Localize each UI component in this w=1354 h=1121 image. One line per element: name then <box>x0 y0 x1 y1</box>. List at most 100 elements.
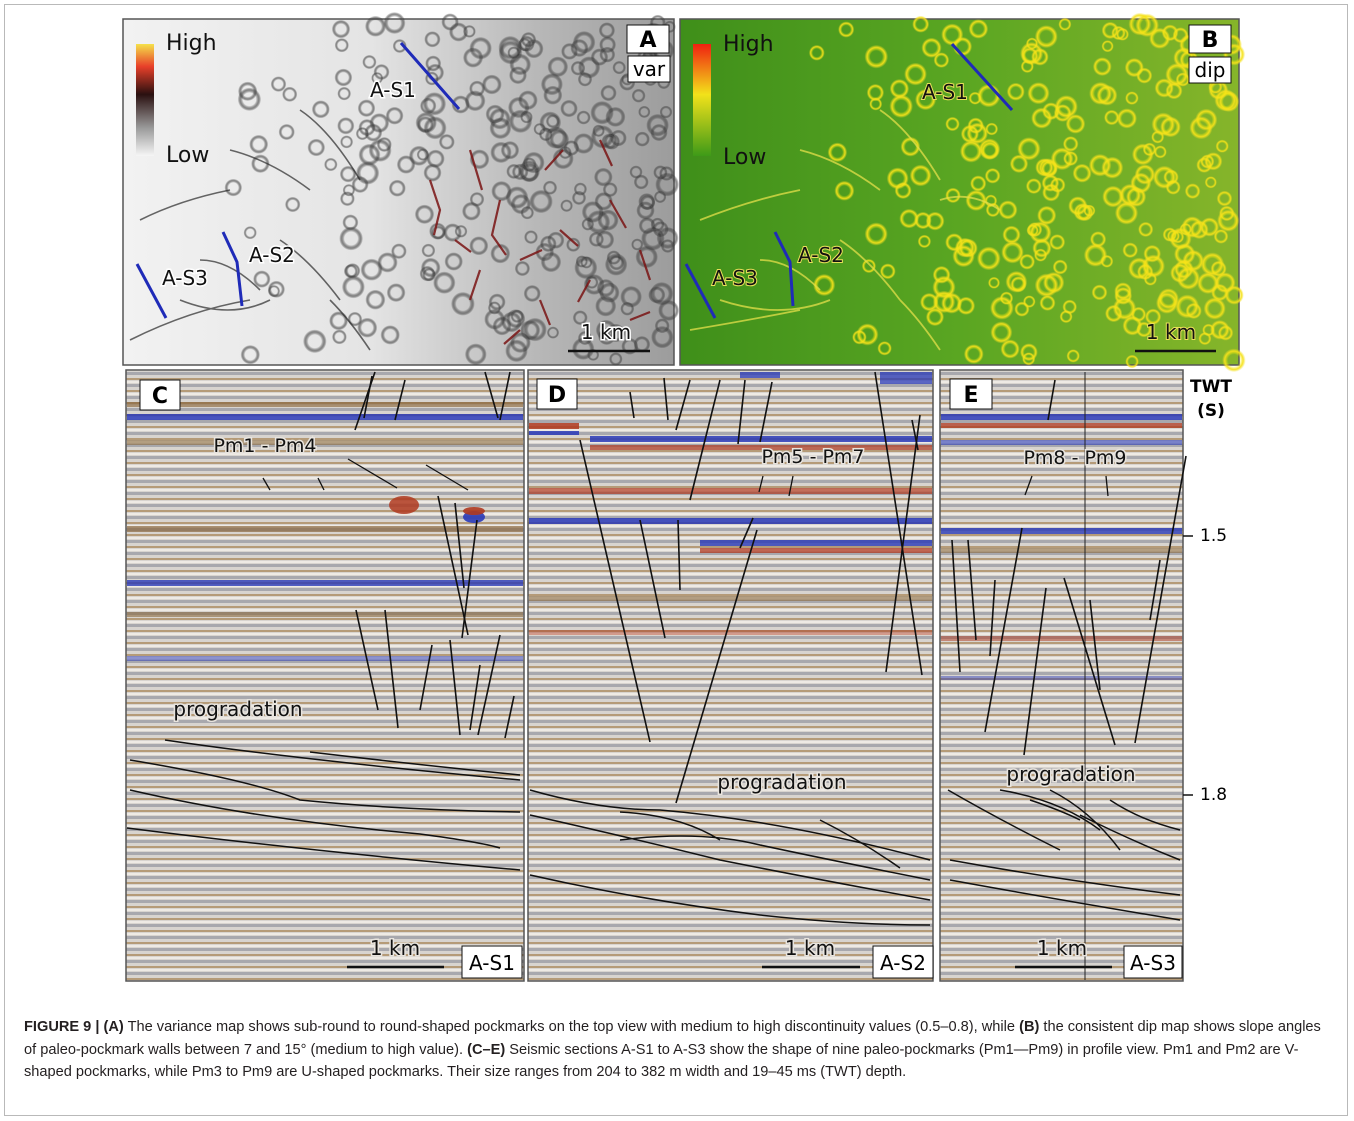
pockmark-ring <box>1065 114 1086 134</box>
panel-e-letter: E <box>963 383 978 408</box>
panel-d-faults <box>579 371 923 804</box>
pockmark-ring <box>481 74 502 95</box>
pockmark-ring <box>1174 259 1194 279</box>
caption-part: (C–E) <box>467 1041 506 1058</box>
pockmark-ring <box>414 204 435 224</box>
section-line-b-s3 <box>684 263 717 319</box>
pockmark-ring <box>535 242 554 262</box>
pockmark-ring <box>602 182 618 198</box>
pockmark-ring <box>889 79 910 99</box>
pockmark-ring <box>240 345 260 365</box>
pockmark-ring <box>540 73 563 96</box>
panel-c-pockmarks-label: Pm1 - Pm4 <box>213 435 316 457</box>
pockmark-ring <box>566 237 581 252</box>
section-line-b-s2 <box>773 231 795 307</box>
pockmark-ring <box>339 226 363 251</box>
pockmark-ring <box>925 211 945 231</box>
pockmark-ring <box>581 218 595 231</box>
pockmark-ring <box>1125 91 1139 105</box>
pockmark-ring <box>484 308 505 330</box>
section-line-a-s2 <box>221 231 244 307</box>
panel-e-scale-label: 1 km <box>1037 936 1087 960</box>
pockmark-ring <box>578 56 601 79</box>
panel-c-horizons <box>126 739 521 871</box>
pockmark-ring <box>1217 209 1240 232</box>
pockmark-ring <box>420 97 437 115</box>
pockmark-ring <box>655 172 680 197</box>
pockmark-ring <box>572 31 596 54</box>
pockmark-ring <box>420 257 441 278</box>
pockmark-ring <box>813 273 836 297</box>
panel-d-section-name: A-S2 <box>880 951 926 975</box>
pockmark-ring <box>572 310 588 326</box>
pockmark-ring <box>423 163 442 182</box>
pockmark-ring <box>1216 190 1233 207</box>
pockmark-ring <box>1049 234 1066 251</box>
pockmark-ring <box>282 86 298 102</box>
caption-part: Seismic sections A-S1 to A-S3 show the s… <box>24 1041 1299 1081</box>
pockmark-ring <box>970 175 987 192</box>
pockmark-ring <box>469 80 486 97</box>
panel-b-letter: B <box>1202 28 1219 53</box>
pockmark-ring <box>391 243 407 259</box>
pockmark-ring <box>917 234 932 249</box>
pockmark-ring <box>438 134 455 150</box>
pockmark-ring <box>1039 294 1056 311</box>
pockmark-ring <box>514 260 531 277</box>
panel-c-progradation-label: progradation <box>173 697 302 721</box>
pockmark-ring <box>576 110 591 125</box>
panel-a-letter: A <box>639 28 656 53</box>
pockmark-ring <box>421 243 436 258</box>
pockmark-ring <box>861 258 877 274</box>
pockmark-ring <box>1151 112 1176 137</box>
panel-e-reflectors <box>941 414 1182 680</box>
pockmark-ring <box>1224 285 1244 305</box>
pockmark-ring <box>629 165 643 179</box>
pockmark-ring <box>488 293 506 311</box>
pockmark-ring <box>1058 17 1072 31</box>
pockmark-ring <box>1105 304 1123 323</box>
panel-e-seismic-section: E Pm8 - Pm9 progradation 1 km A-S3 <box>939 369 1187 982</box>
pockmark-ring <box>385 106 404 125</box>
panel-c-letter: C <box>152 384 168 409</box>
pockmark-ring <box>365 15 386 37</box>
pockmark-ring <box>941 23 964 46</box>
panel-e-pockmarks-label: Pm8 - Pm9 <box>1023 447 1126 469</box>
pockmark-ring <box>1041 174 1060 192</box>
pockmark-ring <box>490 141 512 164</box>
panel-a-variance-map: High Low A var A-S1 A-S2 A-S3 1 km <box>122 12 680 366</box>
pockmark-ring <box>426 149 445 168</box>
pockmark-ring <box>904 62 927 86</box>
panel-c-section-name: A-S1 <box>469 951 515 975</box>
pockmark-ring <box>658 299 680 321</box>
pockmark-ring <box>968 91 982 105</box>
pockmark-ring <box>249 134 269 154</box>
pockmark-ring <box>1092 57 1112 76</box>
pockmark-ring <box>879 263 896 280</box>
panel-b-scale-label: 1 km <box>1146 320 1196 344</box>
pockmark-ring <box>1200 252 1225 276</box>
section-line-a-s1 <box>399 42 461 110</box>
pockmark-ring <box>1136 67 1153 84</box>
pockmark-ring <box>341 275 365 299</box>
pockmark-ring <box>592 124 605 137</box>
pockmark-ring <box>1214 89 1237 112</box>
pockmark-ring <box>1162 227 1178 242</box>
pockmark-ring <box>392 39 407 53</box>
label-b-s1: A-S1 <box>922 80 968 104</box>
pockmark-ring <box>594 167 613 187</box>
pockmark-ring <box>278 123 295 141</box>
pockmark-ring <box>342 214 359 231</box>
variance-pockmarks <box>224 12 680 366</box>
pockmark-ring <box>561 43 578 60</box>
pockmark-ring <box>1163 169 1179 185</box>
pockmark-ring <box>518 37 532 52</box>
pockmark-ring <box>510 194 531 215</box>
pockmark-ring <box>1104 109 1120 126</box>
pockmark-ring <box>1035 158 1054 177</box>
pockmark-ring <box>1114 201 1139 225</box>
pockmark-ring <box>1153 145 1167 159</box>
pockmark-ring <box>307 138 326 157</box>
panel-a-scale-label: 1 km <box>581 320 631 344</box>
panel-a-map-type: var <box>633 57 666 81</box>
